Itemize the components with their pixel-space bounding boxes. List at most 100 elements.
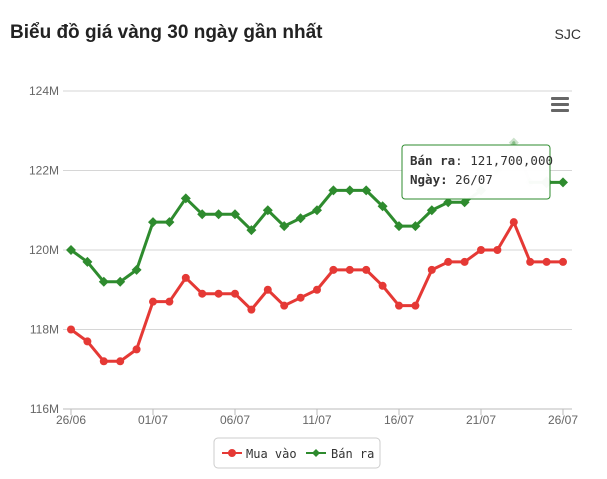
data-point[interactable] [132,345,141,354]
y-axis: 116M 118M 120M 122M 124M [29,84,59,416]
data-point[interactable] [460,257,469,266]
tooltip-date-label: Ngày [410,172,441,187]
series-line-segment [135,300,155,351]
data-point[interactable] [148,217,158,228]
source-label: SJC [554,26,581,42]
data-point[interactable] [99,357,108,366]
data-point[interactable] [329,265,338,274]
data-point[interactable] [180,193,191,204]
data-point[interactable] [312,205,322,216]
chart-header: Biểu đồ giá vàng 30 ngày gần nhất SJC [0,0,607,70]
series-mua-vao [67,218,567,366]
data-point[interactable] [395,301,403,310]
data-point[interactable] [198,289,207,298]
data-point[interactable] [165,297,174,306]
x-tick-label: 01/07 [138,413,168,427]
data-point[interactable] [197,209,208,220]
y-tick-label: 122M [29,164,59,178]
data-point[interactable] [279,221,290,232]
series-line-segment [381,284,401,308]
data-point[interactable] [526,257,535,266]
series-line-segment [315,268,335,292]
data-point[interactable] [181,273,190,282]
y-tick-label: 124M [29,84,59,98]
data-point[interactable] [328,185,339,196]
data-point[interactable] [345,265,354,274]
legend-swatch-marker [228,449,236,457]
data-point[interactable] [230,209,240,220]
data-point[interactable] [444,257,453,266]
data-point[interactable] [213,209,224,220]
data-point[interactable] [66,245,76,255]
data-point[interactable] [262,205,273,216]
data-point[interactable] [509,218,518,227]
data-point[interactable] [131,264,142,275]
data-point[interactable] [214,289,223,298]
data-point[interactable] [427,265,436,274]
data-point[interactable] [558,177,568,188]
tooltip: Bán ra: 121,700,000 Ngày: 26/07 [401,144,553,200]
y-tick-label: 118M [30,323,59,337]
legend-item-mua-vao[interactable]: Mua vào [222,447,297,461]
hamburger-menu-icon[interactable] [549,95,571,115]
series-line-segment [184,196,204,216]
data-point[interactable] [164,217,175,228]
data-point[interactable] [459,197,470,208]
x-tick-label: 06/07 [220,413,250,427]
series-line-segment [167,196,188,224]
x-tick-label: 16/07 [384,413,414,427]
data-point[interactable] [263,285,272,294]
data-point[interactable] [477,246,485,254]
series-line-segment [381,204,401,228]
data-point[interactable] [295,213,306,224]
series-line-segment [249,208,270,232]
data-point[interactable] [247,305,256,314]
data-point[interactable] [67,325,75,334]
data-point[interactable] [115,276,126,287]
data-point[interactable] [98,276,109,287]
tooltip-date-line: Ngày: 26/07 [410,172,493,187]
series-line-segment [233,212,253,232]
tooltip-series-line: Bán ra: 121,700,000 [410,153,553,168]
series-line-segment [266,208,286,228]
data-point[interactable] [378,281,387,290]
series-line-segment [413,268,434,308]
x-tick-label: 26/06 [56,413,86,427]
legend-label-ban-ra: Bán ra [331,447,374,461]
series-line-segment [512,220,532,264]
data-point[interactable] [493,246,502,254]
data-point[interactable] [394,221,404,232]
data-point[interactable] [377,201,388,212]
data-point[interactable] [542,257,551,266]
data-point[interactable] [83,337,92,346]
data-point[interactable] [410,221,421,232]
data-point[interactable] [231,289,239,298]
series-line-segment [85,339,106,363]
data-point[interactable] [559,257,567,266]
data-point[interactable] [344,185,355,196]
legend-swatch-marker [312,449,320,457]
legend-item-ban-ra[interactable]: Bán ra [306,447,374,461]
data-point[interactable] [411,301,420,310]
data-point[interactable] [116,357,125,366]
data-point[interactable] [149,297,157,306]
data-point[interactable] [296,293,305,302]
series-line-segment [135,220,155,272]
data-point[interactable] [246,225,257,236]
legend-label-mua-vao: Mua vào [246,447,297,461]
data-point[interactable] [361,185,372,196]
x-axis: 26/06 01/07 06/07 11/07 16/07 21/07 26/07 [56,408,578,427]
y-tick-label: 120M [29,243,59,257]
data-point[interactable] [426,205,437,216]
legend: Mua vào Bán ra [213,437,381,469]
data-point[interactable] [443,197,454,208]
series-line-segment [249,288,270,312]
data-point[interactable] [280,301,289,310]
series-line-segment [167,276,188,304]
tooltip-date-value: 26/07 [455,172,493,187]
data-point[interactable] [362,265,371,274]
data-point[interactable] [313,285,321,294]
data-point[interactable] [82,256,93,267]
series-line-segment [85,260,106,284]
